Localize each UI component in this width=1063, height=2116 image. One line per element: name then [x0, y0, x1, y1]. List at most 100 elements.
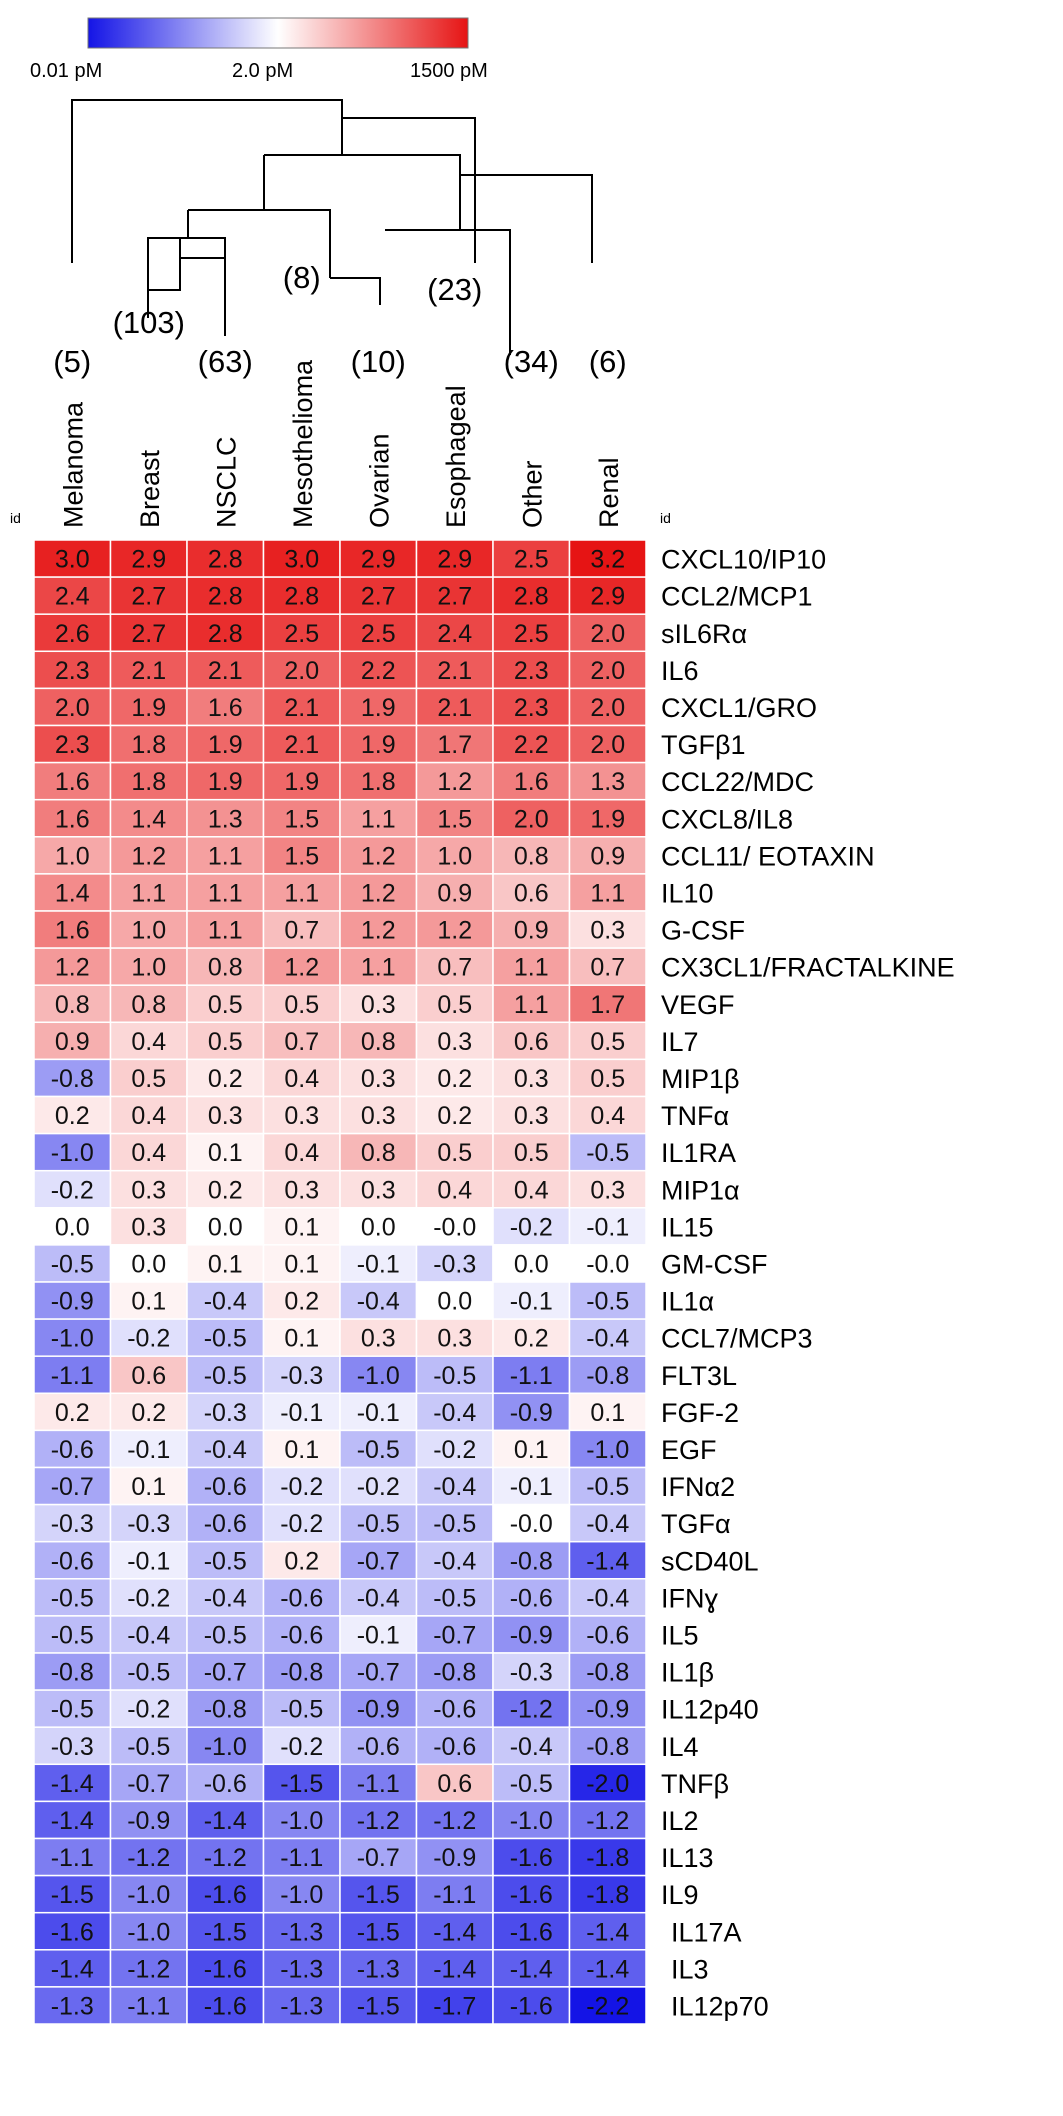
row-label: IL1α	[661, 1287, 714, 1317]
cell-value-label: -0.5	[433, 1510, 476, 1538]
cell-value-label: 1.2	[55, 954, 90, 982]
cell-value-label: -1.0	[127, 1881, 170, 1909]
cell-value-label: 2.8	[284, 583, 319, 611]
cell-value-label: -0.7	[433, 1621, 476, 1649]
cell-value-label: 0.2	[131, 1399, 166, 1427]
cell-value-label: 0.0	[55, 1213, 90, 1241]
heatmap-cell	[415, 724, 494, 764]
heatmap-cell	[33, 1986, 112, 2025]
heatmap-cell	[339, 761, 418, 801]
heatmap-cell	[262, 1429, 341, 1469]
row-labels: CXCL10/IP10 CCL2/MCP1 sIL6Rα IL6 CXCL1/GRO TG…	[661, 545, 955, 2022]
dendrogram-node-4	[188, 155, 265, 211]
heatmap-cell	[492, 1874, 571, 1914]
cell-value-label: -0.1	[586, 1213, 629, 1241]
cell-value-label: -0.4	[204, 1584, 247, 1612]
heatmap-cell	[339, 1949, 418, 1988]
heatmap-cell	[492, 539, 571, 578]
heatmap-cell	[262, 1244, 341, 1283]
column-count-label: (34)	[504, 344, 559, 379]
heatmap-cell	[109, 1911, 188, 1951]
heatmap-cell	[33, 1540, 112, 1580]
cell-value-label: -0.5	[586, 1288, 629, 1316]
cell-value-label: -0.2	[280, 1733, 323, 1761]
cell-value-label: 0.2	[284, 1547, 319, 1575]
heatmap-cell	[33, 1652, 112, 1691]
cell-value-label: 1.1	[208, 917, 243, 945]
column-count-label: (23)	[427, 272, 482, 307]
cell-value-label: 1.2	[437, 768, 472, 796]
row-label: CCL2/MCP1	[661, 582, 813, 612]
cell-value-label: -0.3	[51, 1733, 94, 1761]
cell-value-label: 1.6	[514, 768, 549, 796]
heatmap-cell	[568, 761, 647, 801]
heatmap-cell	[568, 1800, 647, 1840]
cell-value-label: 0.3	[514, 1102, 549, 1130]
cell-value-label: -0.5	[51, 1621, 94, 1649]
heatmap-cell	[109, 1949, 188, 1988]
cell-value-label: 0.4	[590, 1102, 625, 1130]
row-label: G-CSF	[661, 916, 745, 946]
cell-value-label: 2.9	[361, 546, 396, 574]
heatmap-cell	[262, 1095, 341, 1135]
cell-value-label: -0.5	[51, 1696, 94, 1724]
heatmap-cell	[33, 1503, 112, 1543]
dendrogram-node-2	[264, 118, 343, 156]
row-label: IL13	[661, 1843, 714, 1873]
cell-value-label: 3.0	[284, 546, 319, 574]
column-count-label: (103)	[113, 305, 185, 340]
cell-value-label: -0.4	[586, 1584, 629, 1612]
cell-value-label: -0.2	[357, 1473, 400, 1501]
row-label: sIL6Rα	[661, 619, 747, 649]
heatmap-cell	[568, 1058, 647, 1098]
cell-value-label: -0.7	[357, 1844, 400, 1872]
cell-value-label: 0.5	[437, 1139, 472, 1167]
cell-value-label: 1.4	[131, 805, 166, 833]
heatmap-cell	[109, 1986, 188, 2025]
heatmap-cell	[339, 1169, 418, 1209]
cell-value-label: 0.9	[590, 842, 625, 870]
heatmap-cell	[262, 1318, 341, 1357]
heatmap-cell	[339, 1392, 418, 1432]
cell-value-label: 0.5	[208, 1028, 243, 1056]
dendrogram-node-11	[148, 258, 181, 291]
heatmap-cell	[492, 1578, 571, 1617]
cell-value-label: 2.7	[131, 620, 166, 648]
cell-value-label: 1.7	[437, 731, 472, 759]
cell-value-label: -0.6	[51, 1547, 94, 1575]
cell-value-label: 0.8	[361, 1028, 396, 1056]
cell-value-label: 0.1	[590, 1399, 625, 1427]
dendrogram-node-6	[460, 174, 593, 263]
heatmap-cell	[262, 910, 341, 949]
cell-value-label: -0.4	[433, 1473, 476, 1501]
cell-value-label: 0.0	[514, 1250, 549, 1278]
row-label: VEGF	[661, 990, 735, 1020]
heatmap-cell	[262, 1652, 341, 1691]
cell-value-label: 2.1	[131, 657, 166, 685]
cell-value-label: -1.2	[127, 1844, 170, 1872]
cell-value-label: 0.8	[208, 954, 243, 982]
cell-value-label: -0.6	[586, 1621, 629, 1649]
heatmap-cell	[186, 873, 265, 912]
cell-value-label: -0.2	[127, 1325, 170, 1353]
heatmap-cell	[186, 1355, 265, 1395]
cell-value-label: -0.7	[127, 1770, 170, 1798]
heatmap-cell	[262, 798, 341, 838]
cell-value-label: 0.9	[514, 917, 549, 945]
row-label: IFNα2	[661, 1472, 735, 1502]
cell-value-label: -0.6	[357, 1733, 400, 1761]
row-label: IL4	[661, 1732, 699, 1762]
heatmap-cell	[568, 910, 647, 949]
cell-value-label: 0.4	[284, 1065, 319, 1093]
heatmap-cell	[339, 1726, 418, 1766]
cell-value-label: -0.0	[433, 1213, 476, 1241]
cell-value-label: 0.3	[361, 1325, 396, 1353]
row-label: CX3CL1/FRACTALKINE	[661, 953, 955, 983]
cell-value-label: -0.1	[357, 1621, 400, 1649]
cell-value-label: 1.2	[284, 954, 319, 982]
cell-value-label: 0.5	[437, 991, 472, 1019]
heatmap-cell	[492, 724, 571, 764]
cell-value-label: 0.4	[284, 1139, 319, 1167]
cell-value-label: 0.2	[208, 1176, 243, 1204]
